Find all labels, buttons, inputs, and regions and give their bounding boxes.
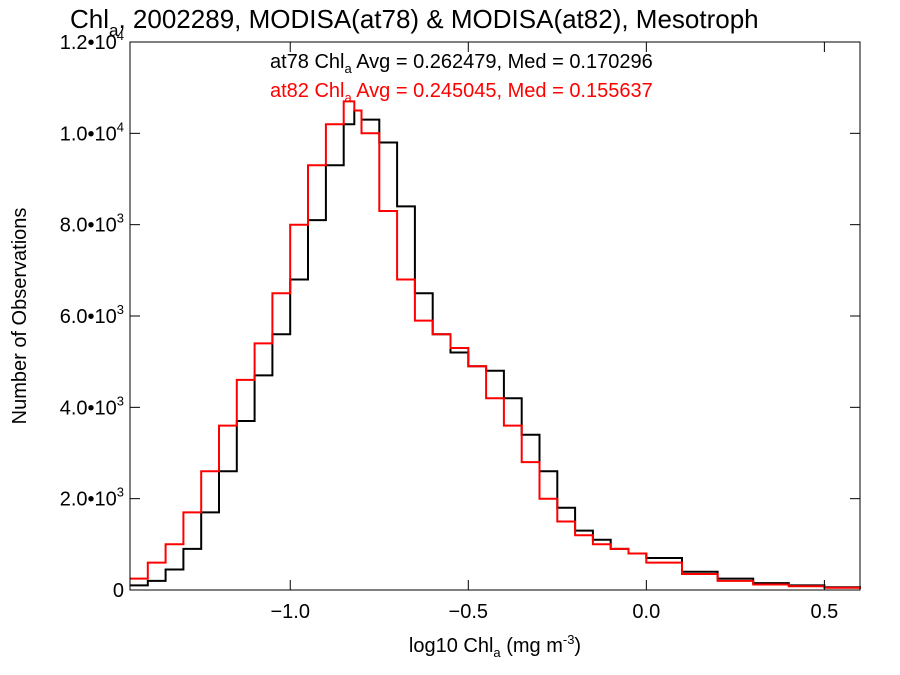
annotation-at78: at78 Chla Avg = 0.262479, Med = 0.170296: [270, 51, 653, 76]
x-tick-label-0: −1.0: [271, 601, 310, 623]
x-axis-label: log10 Chla (mg m-3): [409, 632, 581, 660]
y-axis-label: Number of Observations: [9, 208, 31, 425]
y-tick-label-4: 8.0•103: [60, 211, 124, 237]
y-tick-label-0: 0: [113, 580, 124, 602]
series-group: [130, 100, 861, 589]
chart-title: Chla, 2002289, MODISA(at78) & MODISA(at8…: [70, 4, 759, 40]
series-at82-line: [130, 100, 861, 589]
y-axis: 0 2.0•103 4.0•103 6.0•103 8.0•103 1.0•104 1.2•…: [60, 28, 860, 602]
plot-frame: [129, 41, 861, 591]
x-axis: −1.0 −0.5 0.0 0.5: [271, 42, 838, 623]
y-tick-label-5: 1.0•104: [60, 119, 124, 145]
y-tick-label-2: 4.0•103: [60, 393, 124, 419]
y-tick-label-6: 1.2•104: [60, 28, 124, 54]
series-at78-line: [130, 109, 861, 589]
x-tick-label-2: 0.0: [632, 601, 660, 623]
x-tick-label-1: −0.5: [449, 601, 488, 623]
y-tick-label-1: 2.0•103: [60, 485, 124, 511]
x-tick-label-3: 0.5: [810, 601, 838, 623]
y-tick-label-3: 6.0•103: [60, 302, 124, 328]
annotation-at82: at82 Chla Avg = 0.245045, Med = 0.155637: [270, 80, 653, 105]
annotations: at78 Chla Avg = 0.262479, Med = 0.170296…: [270, 51, 653, 105]
